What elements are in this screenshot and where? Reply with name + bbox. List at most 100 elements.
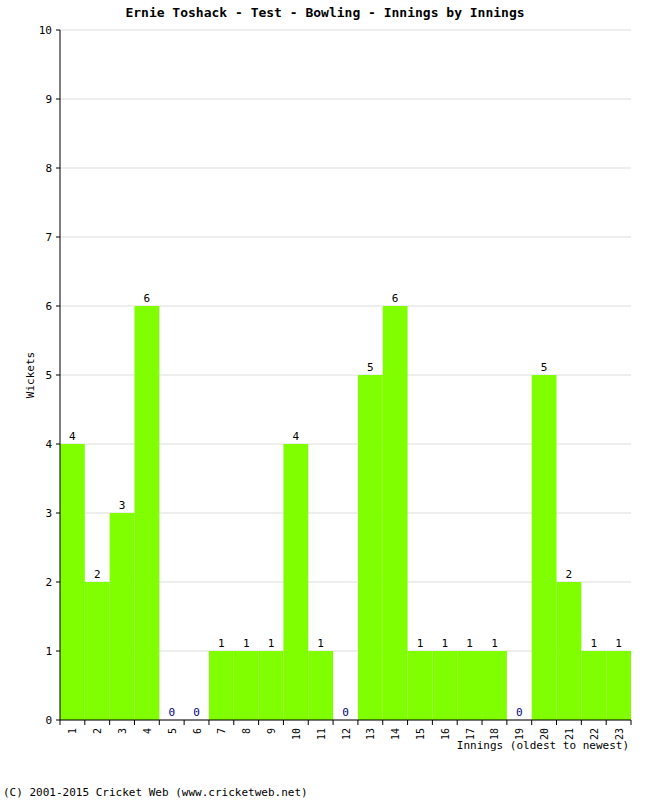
x-tick — [482, 720, 483, 725]
x-tick-label: 3 — [117, 728, 128, 734]
bar — [134, 306, 159, 720]
y-axis — [60, 30, 61, 720]
y-tick — [56, 306, 60, 307]
data-label: 1 — [590, 637, 597, 650]
bar — [532, 375, 557, 720]
x-tick-label: 9 — [266, 728, 277, 734]
data-label: 0 — [193, 706, 200, 719]
bars — [60, 306, 631, 720]
data-label: 1 — [268, 637, 275, 650]
x-tick-label: 7 — [216, 728, 227, 734]
x-tick — [407, 720, 408, 725]
y-tick — [56, 168, 60, 169]
y-tick-label: 10 — [39, 24, 52, 37]
data-label: 2 — [94, 568, 101, 581]
y-tick-label: 0 — [45, 714, 52, 727]
x-tick — [357, 720, 358, 725]
y-tick — [56, 237, 60, 238]
bar — [432, 651, 457, 720]
bar — [234, 651, 259, 720]
x-tick — [84, 720, 85, 725]
grid-line — [60, 30, 631, 31]
x-tick — [60, 720, 61, 725]
y-tick — [56, 513, 60, 514]
y-tick — [56, 30, 60, 31]
y-tick-label: 1 — [45, 645, 52, 658]
data-label: 0 — [342, 706, 349, 719]
data-label: 5 — [367, 361, 374, 374]
data-label: 1 — [417, 637, 424, 650]
data-label: 5 — [541, 361, 548, 374]
y-tick-label: 6 — [45, 300, 52, 313]
data-label: 1 — [317, 637, 324, 650]
bar — [581, 651, 606, 720]
x-tick-label: 11 — [316, 728, 327, 740]
y-tick — [56, 444, 60, 445]
bar — [259, 651, 284, 720]
y-tick-label: 7 — [45, 231, 52, 244]
data-label: 1 — [441, 637, 448, 650]
y-tick — [56, 582, 60, 583]
bar — [308, 651, 333, 720]
y-tick — [56, 99, 60, 100]
x-tick — [308, 720, 309, 725]
x-tick — [457, 720, 458, 725]
y-tick-label: 5 — [45, 369, 52, 382]
x-tick-label: 4 — [142, 728, 153, 734]
x-tick — [159, 720, 160, 725]
data-label: 0 — [516, 706, 523, 719]
data-label: 0 — [168, 706, 175, 719]
x-tick — [581, 720, 582, 725]
y-tick-label: 9 — [45, 93, 52, 106]
x-tick — [556, 720, 557, 725]
y-tick-label: 4 — [45, 438, 52, 451]
y-tick — [56, 651, 60, 652]
x-tick-label: 12 — [341, 728, 352, 740]
x-tick — [382, 720, 383, 725]
y-tick — [56, 375, 60, 376]
x-tick-label: 15 — [415, 728, 426, 740]
x-tick — [606, 720, 607, 725]
x-axis-label: Innings (oldest to newest) — [457, 739, 629, 752]
data-label: 4 — [293, 430, 300, 443]
y-axis-label: Wickets — [24, 352, 37, 398]
grid-line — [60, 168, 631, 169]
x-tick — [109, 720, 110, 725]
x-tick-label: 2 — [92, 728, 103, 734]
y-tick-label: 3 — [45, 507, 52, 520]
bar — [110, 513, 135, 720]
bar — [60, 444, 85, 720]
data-label: 6 — [144, 292, 151, 305]
bar — [85, 582, 110, 720]
data-label: 1 — [615, 637, 622, 650]
x-tick — [283, 720, 284, 725]
x-tick — [233, 720, 234, 725]
chart-svg: Ernie Toshack - Test - Bowling - Innings… — [0, 0, 650, 800]
x-tick-label: 16 — [440, 728, 451, 740]
title: Ernie Toshack - Test - Bowling - Innings… — [125, 5, 524, 20]
bar — [606, 651, 631, 720]
x-tick — [184, 720, 185, 725]
data-label: 6 — [392, 292, 399, 305]
x-tick — [134, 720, 135, 725]
bar — [482, 651, 507, 720]
bar — [283, 444, 308, 720]
data-label: 1 — [218, 637, 225, 650]
bar — [358, 375, 383, 720]
data-label: 2 — [566, 568, 573, 581]
bar — [557, 582, 582, 720]
x-tick — [631, 720, 632, 725]
data-label: 1 — [466, 637, 473, 650]
bar — [408, 651, 433, 720]
data-label: 3 — [119, 499, 126, 512]
x-axis — [60, 720, 631, 721]
bar — [457, 651, 482, 720]
background — [0, 0, 650, 800]
bar — [209, 651, 234, 720]
x-tick — [531, 720, 532, 725]
x-tick — [333, 720, 334, 725]
grid-line — [60, 720, 631, 721]
x-tick-label: 6 — [192, 728, 203, 734]
grid-line — [60, 237, 631, 238]
x-tick-label: 8 — [241, 728, 252, 734]
